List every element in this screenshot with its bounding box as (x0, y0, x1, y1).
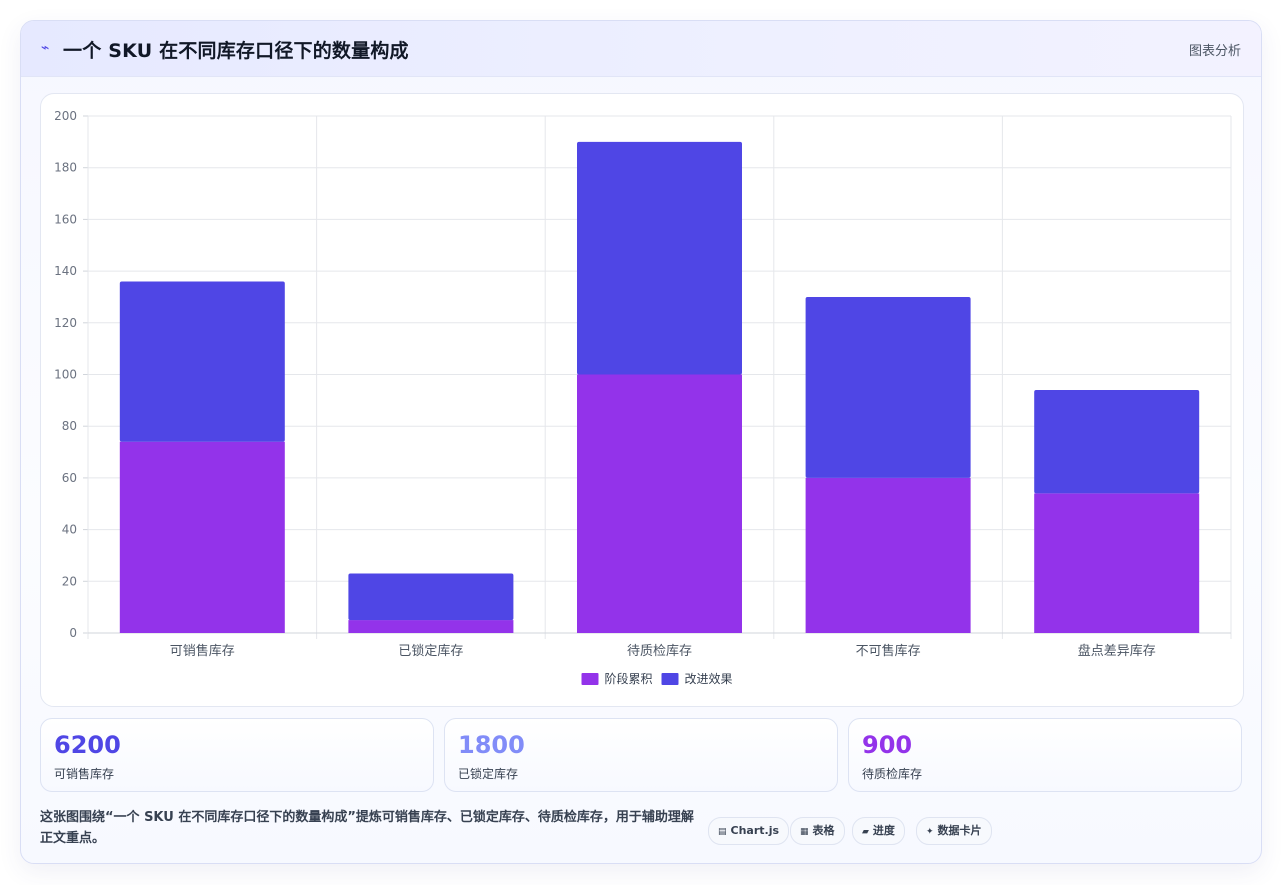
x-tick-label: 可销售库存 (170, 643, 235, 659)
stacked-bar-chart: 0 20 40 60 80 100 120 140 160 180 200 可销售库存 已锁定库存 待质检… (54, 109, 1232, 686)
bar-segment (1034, 390, 1200, 494)
pill-chartjs[interactable]: ▤ Chart.js (708, 817, 790, 845)
pill-table[interactable]: ▦ 表格 (790, 817, 845, 845)
y-tick-label: 180 (54, 161, 77, 175)
x-tick-label: 盘点差异库存 (1078, 643, 1156, 659)
table-icon: ▦ (800, 827, 809, 837)
y-tick-label: 80 (62, 419, 77, 433)
stat-label: 已锁定库存 (458, 767, 519, 781)
legend-label: 阶段累积 (605, 671, 653, 686)
pill-label: Chart.js (730, 824, 780, 837)
progress-icon: ▰ (862, 827, 869, 837)
x-tick-label: 不可售库存 (856, 643, 921, 659)
x-tick-label: 已锁定库存 (398, 643, 463, 659)
x-tick-label: 待质检库存 (627, 643, 692, 659)
pill-progress[interactable]: ▰ 进度 (852, 817, 905, 845)
chart-panel: 0 20 40 60 80 100 120 140 160 180 200 可销售库存 已锁定库存 待质检… (40, 93, 1244, 707)
chart-title: 一个 SKU 在不同库存口径下的数量构成 (63, 40, 409, 62)
y-tick-label: 60 (62, 471, 77, 485)
y-tick-label: 140 (54, 264, 77, 278)
bar-segment (348, 620, 514, 633)
chart-card: ⌁ 一个 SKU 在不同库存口径下的数量构成 图表分析 0 20 40 60 80 100… (20, 20, 1262, 864)
stat-card-locked: 1800 已锁定库存 (444, 718, 838, 792)
bar-segment (805, 296, 971, 478)
y-tick-label: 40 (62, 523, 77, 537)
bar-segment (577, 374, 742, 633)
y-tick-label: 20 (62, 574, 77, 588)
pill-label: 进度 (872, 824, 895, 837)
y-tick-label: 0 (69, 626, 77, 640)
chart-description: 这张图围绕“一个 SKU 在不同库存口径下的数量构成”提炼可销售库存、已锁定库存… (40, 810, 694, 846)
chart-type-tag: 图表分析 (1188, 44, 1241, 59)
pill-data-card[interactable]: ✦ 数据卡片 (916, 817, 992, 845)
stat-label: 可销售库存 (54, 767, 115, 781)
flash-icon: ⌁ (41, 40, 50, 56)
stat-label: 待质检库存 (862, 767, 923, 781)
stat-card-sellable: 6200 可销售库存 (40, 718, 434, 792)
stat-value: 1800 (458, 731, 525, 759)
bar-segment (805, 477, 971, 633)
pill-label: 数据卡片 (937, 824, 982, 837)
bar-segment (348, 573, 514, 621)
stat-value: 6200 (54, 731, 121, 759)
bar-segment (119, 441, 285, 633)
stat-value: 900 (862, 731, 913, 759)
bar-segment (1034, 493, 1200, 633)
y-tick-label: 100 (54, 368, 77, 382)
bar-chart-icon: ▤ (718, 827, 727, 837)
stat-card-inspection: 900 待质检库存 (848, 718, 1242, 792)
legend-swatch (581, 673, 599, 685)
bar-segment (119, 281, 285, 442)
card-header: ⌁ 一个 SKU 在不同库存口径下的数量构成 图表分析 (21, 21, 1261, 77)
y-tick-label: 160 (54, 212, 77, 226)
bar-segment (577, 141, 742, 375)
legend-swatch (661, 673, 679, 685)
legend-label: 改进效果 (685, 671, 733, 686)
y-tick-label: 120 (54, 316, 77, 330)
y-tick-label: 200 (54, 109, 77, 123)
sparkle-icon: ✦ (926, 827, 934, 837)
pill-label: 表格 (812, 824, 835, 837)
